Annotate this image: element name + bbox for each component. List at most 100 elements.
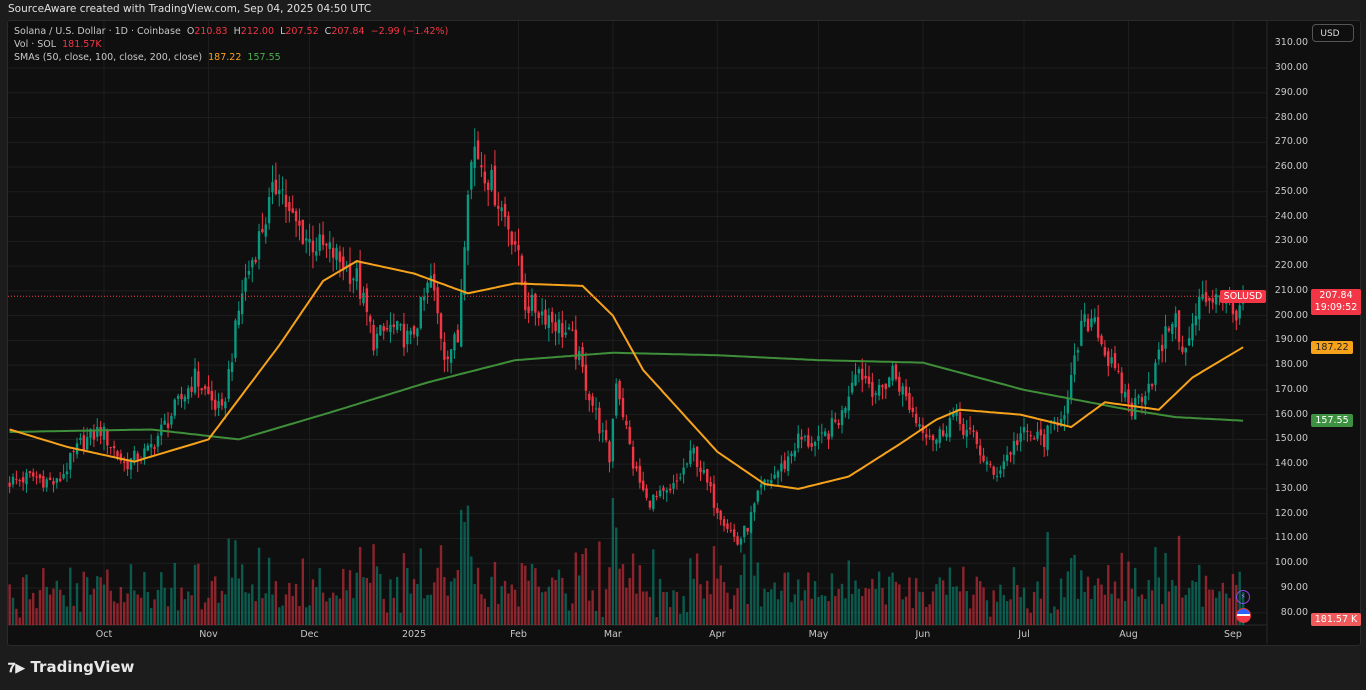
volume-bar (746, 604, 749, 625)
volume-bar (365, 578, 369, 625)
volume-bar (834, 596, 837, 625)
volume-bar (938, 577, 941, 625)
volume-bar (1134, 567, 1137, 625)
candle-body (375, 333, 379, 349)
candle-body (888, 377, 891, 387)
candle-body (706, 469, 709, 483)
volume-bar (561, 577, 564, 625)
volume-bar (989, 616, 992, 625)
volume-bar (615, 527, 618, 625)
candle-body (399, 324, 402, 326)
volume-bar (1218, 591, 1221, 625)
candle-body (271, 182, 274, 193)
volume-bar (79, 611, 82, 625)
volume-bar (914, 578, 918, 625)
candle-body (1194, 315, 1198, 326)
volume-bar (1235, 584, 1238, 625)
volume-legend: Vol · SOL 181.57K (14, 39, 102, 50)
sma-label[interactable]: SMAs (50, close, 100, close, 200, close) (14, 52, 203, 63)
volume-bar (35, 608, 38, 625)
candle-body (1063, 415, 1066, 420)
candle-body (999, 470, 1002, 474)
candle-body (385, 328, 389, 330)
volume-bar (237, 578, 240, 625)
volume-bar (460, 509, 463, 625)
candle-body (941, 430, 945, 436)
volume-bar (385, 612, 389, 625)
sma50-value: 187.22 (208, 52, 242, 63)
candle-body (352, 278, 355, 281)
volume-bar (321, 592, 325, 625)
candle-body (729, 530, 733, 532)
candle-body (325, 243, 328, 246)
volume-label[interactable]: Vol · SOL (14, 39, 57, 50)
candle-body (780, 463, 783, 472)
chart-panel[interactable] (7, 20, 1361, 646)
candle-body (679, 477, 682, 479)
candle-body (513, 241, 517, 245)
candle-body (183, 396, 187, 402)
candle-body (190, 386, 193, 392)
candle-body (358, 263, 362, 299)
volume-bar (217, 602, 220, 625)
volume-bar (55, 580, 59, 625)
currency-button[interactable]: USD (1312, 24, 1354, 42)
volume-bar (264, 593, 267, 625)
us-economic-event-icon[interactable] (1236, 608, 1251, 623)
candle-body (15, 478, 18, 480)
candle-body (1140, 397, 1144, 402)
price-tick-label: 220.00 (1274, 260, 1308, 272)
volume-bar (507, 593, 510, 625)
candle-body (827, 433, 830, 440)
candle-body (38, 474, 42, 479)
candle-body (379, 324, 382, 336)
candle-body (510, 231, 513, 245)
tradingview-logo[interactable]: 𝟕▶ TradingView (8, 658, 134, 676)
volume-bar (342, 568, 345, 625)
candle-body (746, 527, 749, 532)
candle-body (409, 330, 412, 335)
candle-body (790, 453, 793, 456)
candle-body (422, 296, 426, 301)
volume-bar (631, 553, 635, 625)
candle-body (234, 320, 237, 358)
candle-body (797, 433, 800, 449)
price-tick-label: 230.00 (1274, 235, 1308, 247)
candle-body (500, 207, 503, 212)
candle-body (945, 433, 948, 438)
volume-bar (827, 601, 830, 625)
volume-bar (170, 587, 173, 625)
volume-bar (1100, 584, 1103, 625)
volume-bar (773, 582, 776, 625)
volume-bar (345, 590, 348, 625)
volume-bar (958, 591, 962, 625)
volume-bar (931, 591, 935, 625)
candle-body (149, 443, 153, 448)
candle-body (1036, 431, 1039, 439)
volume-bar (1056, 609, 1059, 625)
candle-body (928, 435, 931, 437)
candle-body (648, 500, 652, 508)
volume-bar (409, 593, 412, 625)
candle-body (294, 211, 298, 222)
volume-bar (702, 598, 706, 625)
volume-bar (625, 587, 628, 625)
candle-body (217, 401, 220, 409)
symbol-name[interactable]: Solana / U.S. Dollar · 1D · Coinbase (14, 26, 181, 37)
candle-body (1187, 338, 1191, 346)
candle-body (99, 426, 102, 437)
candle-body (1083, 314, 1086, 322)
volume-bar (163, 587, 166, 625)
volume-bar (72, 605, 75, 625)
candle-body (712, 483, 716, 508)
candle-body (8, 482, 11, 487)
volume-bar (139, 597, 143, 625)
volume-bar (483, 598, 487, 625)
candle-body (1184, 348, 1187, 353)
candle-body (655, 495, 658, 497)
volume-bar (406, 567, 409, 625)
candle-body (584, 364, 588, 391)
volume-bar (52, 588, 55, 625)
lightning-event-icon[interactable]: ⚡ (1236, 590, 1250, 604)
